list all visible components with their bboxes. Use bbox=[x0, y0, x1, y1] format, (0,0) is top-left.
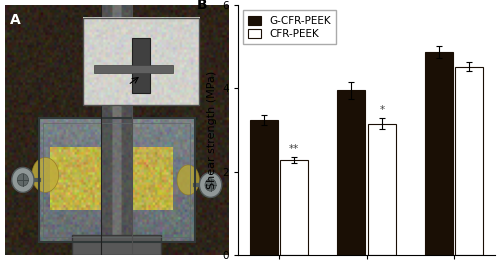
Circle shape bbox=[205, 179, 216, 191]
Bar bbox=[280, 160, 308, 255]
Circle shape bbox=[200, 172, 222, 197]
Ellipse shape bbox=[177, 165, 200, 195]
Ellipse shape bbox=[32, 158, 58, 192]
Bar bbox=[38, 118, 195, 242]
Text: **: ** bbox=[289, 144, 300, 154]
Text: B: B bbox=[197, 0, 207, 12]
Text: *: * bbox=[380, 106, 384, 115]
Bar bbox=[337, 90, 365, 255]
Y-axis label: Shear strength (MPa): Shear strength (MPa) bbox=[207, 71, 217, 189]
Bar bbox=[83, 18, 200, 105]
Bar bbox=[94, 65, 172, 73]
Bar bbox=[368, 124, 396, 255]
Bar bbox=[72, 235, 162, 255]
Bar bbox=[456, 67, 483, 255]
Bar bbox=[424, 52, 452, 255]
Bar bbox=[132, 38, 150, 93]
Text: A: A bbox=[10, 13, 20, 27]
Circle shape bbox=[12, 167, 34, 192]
Bar bbox=[43, 122, 191, 237]
Bar bbox=[250, 120, 278, 255]
Legend: G-CFR-PEEK, CFR-PEEK: G-CFR-PEEK, CFR-PEEK bbox=[244, 10, 336, 44]
Circle shape bbox=[18, 174, 28, 186]
